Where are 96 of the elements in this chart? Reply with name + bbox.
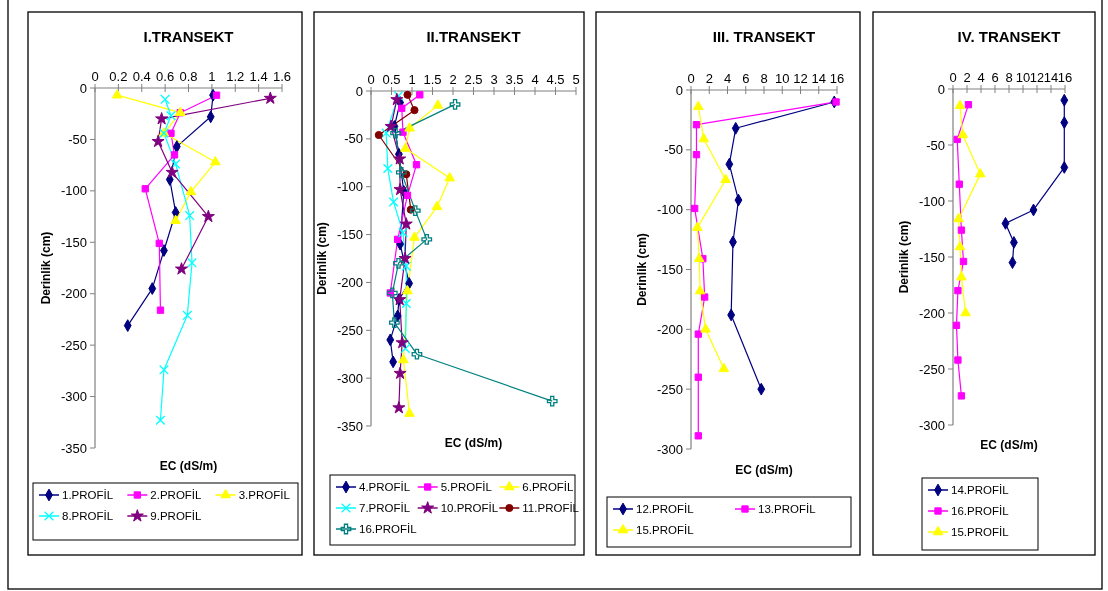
x-tick-label: 2: [449, 72, 457, 87]
y-tick-label: -200: [656, 321, 683, 337]
x-axis-title: EC (dS/m): [159, 459, 218, 473]
y-tick-label: -200: [336, 274, 363, 290]
y-tick-label: -350: [60, 440, 87, 456]
x-tick-label: 2: [963, 70, 971, 85]
x-tick-label: 14: [811, 71, 826, 86]
y-tick-label: -100: [60, 183, 87, 199]
x-tick-label: 3.5: [505, 72, 524, 87]
legend-label: 15.PROFİL: [636, 524, 695, 537]
y-tick-label: 0: [355, 83, 363, 99]
legend-label: 3.PROFİL: [238, 489, 291, 502]
x-tick-label: 0: [367, 72, 375, 87]
x-tick-label: 1.4: [249, 69, 268, 84]
y-tick-label: -300: [336, 370, 363, 386]
legend-label: 14.PROFİL: [951, 484, 1010, 497]
x-tick-label: 0.5: [382, 72, 401, 87]
x-tick-label: 4: [977, 70, 985, 85]
y-tick-label: -250: [918, 361, 945, 377]
y-axis-title: Derinlik (cm): [315, 222, 329, 295]
legend-label: 13.PROFİL: [758, 503, 817, 516]
y-tick-label: -300: [656, 441, 683, 457]
chart-title: III. TRANSEKT: [712, 28, 816, 45]
x-axis-title: EC (dS/m): [444, 436, 503, 450]
y-tick-label: -50: [68, 131, 87, 147]
y-tick-label: 0: [675, 82, 683, 98]
x-axis-title: EC (dS/m): [980, 438, 1038, 452]
x-tick-label: 4.5: [546, 72, 565, 87]
x-tick-label: 1: [408, 72, 416, 87]
y-tick-label: -50: [664, 142, 683, 158]
x-tick-label: 10: [775, 71, 790, 86]
x-tick-label: 10: [1015, 70, 1031, 85]
y-tick-label: -300: [60, 389, 87, 405]
x-tick-label: 0: [949, 70, 957, 85]
legend-label: 16.PROFİL: [359, 523, 418, 536]
y-tick-label: -50: [926, 137, 945, 153]
y-tick-label: -200: [60, 286, 87, 302]
legend-label: 10.PROFİL: [440, 502, 499, 515]
legend-label: 6.PROFİL: [522, 481, 575, 494]
x-tick-label: 0.8: [179, 69, 198, 84]
y-tick-label: -100: [918, 193, 945, 209]
x-tick-label: 0.6: [156, 69, 175, 84]
x-tick-label: 6: [742, 71, 750, 86]
y-tick-label: -250: [60, 337, 87, 353]
x-tick-label: 0: [91, 69, 99, 84]
legend-label: 15.PROFİL: [951, 526, 1010, 539]
y-tick-label: -150: [918, 249, 945, 265]
y-axis-title: Derinlik (cm): [635, 233, 649, 306]
y-tick-label: -300: [918, 417, 945, 433]
legend-label: 4.PROFİL: [359, 481, 411, 494]
x-tick-label: 16: [829, 71, 845, 86]
x-tick-label: 1: [208, 69, 216, 84]
x-tick-label: 2: [705, 71, 713, 86]
chart-title: I.TRANSEKT: [143, 28, 234, 45]
x-tick-label: 5: [572, 72, 580, 87]
y-tick-label: -150: [336, 227, 363, 243]
x-tick-label: 14: [1043, 70, 1059, 85]
legend-label: 12.PROFİL: [636, 503, 695, 516]
y-axis-title: Derinlik (cm): [897, 220, 911, 294]
x-tick-label: 8: [1005, 70, 1013, 85]
legend-label: 9.PROFİL: [150, 510, 203, 523]
x-tick-label: 4: [531, 72, 539, 87]
x-tick-label: 1.2: [226, 69, 245, 84]
y-tick-label: -150: [656, 262, 683, 278]
chart-title: II.TRANSEKT: [426, 28, 521, 45]
x-tick-label: 1.6: [272, 69, 292, 84]
legend-label: 5.PROFİL: [440, 481, 493, 494]
legend-label: 1.PROFİL: [62, 489, 114, 502]
x-tick-label: 16: [1057, 70, 1073, 85]
x-tick-label: 0.4: [132, 69, 151, 84]
x-tick-label: 12: [793, 71, 808, 86]
x-tick-label: 8: [760, 71, 768, 86]
y-axis-title: Derinlik (cm): [39, 231, 53, 305]
legend-label: 16.PROFİL: [951, 505, 1010, 518]
y-tick-label: -250: [656, 381, 683, 397]
y-tick-label: -250: [336, 322, 363, 338]
x-tick-label: 3: [490, 72, 498, 87]
x-tick-label: 6: [991, 70, 999, 85]
x-tick-label: 1.5: [423, 72, 442, 87]
y-tick-label: -100: [336, 179, 363, 195]
x-axis-title: EC (dS/m): [735, 463, 793, 477]
y-tick-label: -100: [656, 202, 683, 218]
x-tick-label: 12: [1029, 70, 1045, 85]
y-tick-label: -200: [918, 305, 945, 321]
legend-label: 11.PROFİL: [522, 502, 580, 515]
x-tick-label: 0.2: [109, 69, 128, 84]
legend-label: 8.PROFİL: [62, 510, 114, 523]
x-tick-label: 2.5: [464, 72, 483, 87]
y-tick-label: -150: [60, 234, 87, 250]
legend-label: 7.PROFİL: [359, 502, 411, 515]
chart-title: IV. TRANSEKT: [957, 28, 1061, 45]
x-tick-label: 0: [687, 71, 695, 86]
legend-label: 2.PROFİL: [150, 489, 203, 502]
x-tick-label: 4: [723, 71, 732, 86]
y-tick-label: -350: [336, 418, 363, 434]
y-tick-label: -50: [344, 131, 363, 147]
